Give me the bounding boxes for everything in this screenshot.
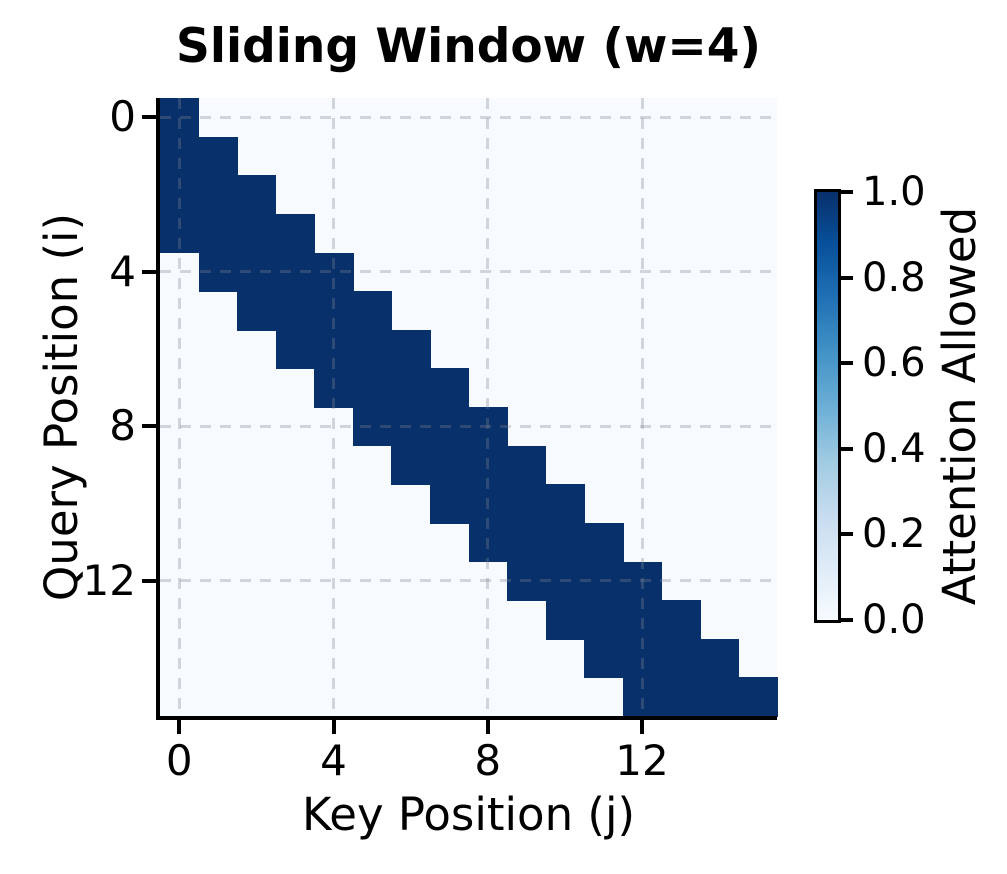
heatmap-cell-run: [622, 677, 778, 717]
colorbar-tick-mark: [841, 446, 853, 451]
x-tick-mark: [640, 720, 645, 734]
colorbar-tick-mark: [841, 532, 853, 537]
heatmap-cell-run: [429, 484, 585, 524]
x-tick-mark: [485, 720, 490, 734]
heatmap-cell-run: [545, 600, 701, 640]
heatmap-plot-area: [156, 98, 778, 720]
colorbar-gradient: [817, 192, 838, 620]
colorbar-tick-label: 1.0: [862, 169, 926, 215]
heatmap-cell-run: [275, 329, 431, 370]
heatmap-cell-run: [352, 407, 508, 447]
y-tick-label: 0: [109, 92, 136, 142]
colorbar-tick-mark: [841, 190, 853, 194]
x-tick-label: 12: [615, 736, 669, 785]
colorbar-tick-label: 0.6: [862, 340, 926, 387]
horizontal-gridline: [160, 115, 777, 119]
heatmap-cell-run: [160, 136, 238, 177]
y-tick-label: 12: [82, 555, 136, 605]
x-tick-label: 8: [474, 736, 502, 785]
chart-title: Sliding Window (w=4): [176, 19, 761, 74]
y-tick-mark: [142, 578, 156, 583]
colorbar-tick-label: 0.0: [862, 597, 926, 643]
x-tick-mark: [177, 720, 182, 734]
heatmap-cell-run: [198, 252, 354, 292]
y-tick-mark: [142, 115, 156, 120]
horizontal-gridline: [160, 579, 777, 583]
colorbar-tick-label: 0.2: [862, 511, 926, 558]
colorbar-tick-mark: [841, 275, 853, 280]
heatmap-cell-run: [507, 561, 663, 601]
colorbar-tick-label: 0.4: [862, 425, 926, 472]
colorbar-tick-mark: [841, 361, 853, 366]
heatmap-cell-run: [314, 368, 470, 408]
colorbar-tick-label: 0.8: [862, 254, 926, 301]
heatmap-cell-run: [584, 638, 740, 679]
colorbar-frame: [814, 189, 841, 623]
x-tick-label: 0: [165, 736, 193, 785]
left-spine: [156, 98, 160, 720]
heatmap-cell-run: [391, 445, 547, 486]
x-axis-label: Key Position (j): [301, 788, 636, 841]
heatmap-cell-run: [237, 291, 393, 331]
y-tick-label: 4: [109, 246, 136, 296]
x-tick-mark: [331, 720, 336, 734]
colorbar-tick-mark: [841, 618, 853, 622]
heatmap-cell-run: [160, 98, 200, 138]
heatmap-cell-run: [160, 175, 277, 215]
heatmap-cell-run: [468, 522, 624, 563]
y-tick-mark: [142, 424, 156, 429]
heatmap-cell-run: [160, 213, 316, 254]
bottom-spine: [156, 716, 777, 720]
y-tick-mark: [142, 269, 156, 274]
y-tick-label: 8: [109, 401, 136, 451]
x-tick-label: 4: [320, 736, 347, 785]
